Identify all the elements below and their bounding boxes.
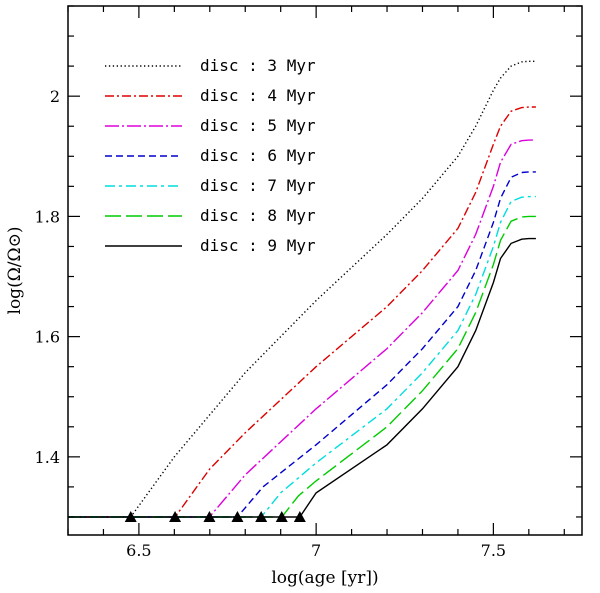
series-line	[68, 106, 536, 518]
x-tick-label: 7.5	[481, 541, 506, 560]
x-axis-label: log(age [yr])	[271, 568, 378, 588]
x-axis-ticks: 6.5 7 7.5	[67, 6, 565, 560]
y-tick-label: 1.8	[35, 207, 60, 226]
y-axis-label: log(Ω/Ω⊙)	[5, 227, 25, 315]
plot-frame	[67, 5, 583, 536]
y-tick-label: 1.4	[35, 448, 60, 467]
y-axis-ticks: 1.4 1.6 1.8 2	[35, 5, 582, 518]
legend-label: disc : 8 Myr	[200, 206, 316, 225]
triangle-marker	[203, 510, 216, 522]
series-line	[68, 215, 536, 518]
legend-label: disc : 6 Myr	[200, 146, 316, 165]
y-tick-label: 2	[50, 87, 60, 106]
legend-label: disc : 5 Myr	[200, 116, 316, 135]
marker-layer	[124, 510, 306, 522]
x-tick-label: 6.5	[126, 541, 151, 560]
legend-label: disc : 4 Myr	[200, 86, 316, 105]
legend-label: disc : 9 Myr	[200, 236, 316, 255]
y-tick-label: 1.6	[35, 328, 60, 347]
triangle-marker	[124, 510, 137, 522]
series-line	[68, 60, 536, 518]
series-line	[68, 171, 536, 518]
triangle-marker	[169, 510, 182, 522]
series-line	[68, 237, 536, 518]
legend-label: disc : 7 Myr	[200, 176, 316, 195]
legend-label: disc : 3 Myr	[200, 56, 316, 75]
series-line	[68, 139, 536, 518]
triangle-marker	[293, 510, 306, 522]
triangle-marker	[275, 510, 288, 522]
x-tick-label: 7	[311, 541, 321, 560]
series-line	[68, 195, 536, 518]
series-layer	[68, 60, 536, 518]
triangle-marker	[231, 510, 244, 522]
triangle-marker	[255, 510, 268, 522]
legend: disc : 3 Myr disc : 4 Myr disc : 5 Myr disc…	[105, 56, 316, 255]
